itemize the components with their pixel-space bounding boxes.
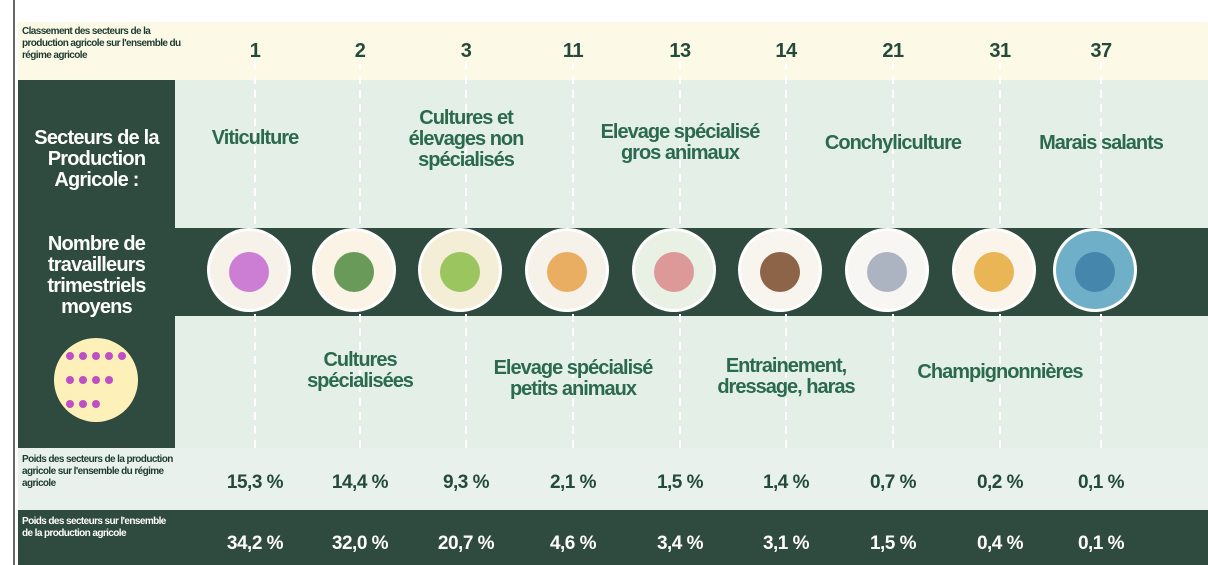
weight-regime: 2,1 % (523, 472, 623, 494)
infographic: Classement des secteurs de la production… (0, 0, 1208, 565)
sector-name: Viticulture (170, 128, 340, 149)
sector-name: Elevage spécialisé petits animaux (488, 358, 658, 400)
workers-label: Nombre de travailleurs trimestriels moye… (18, 234, 175, 318)
icon (974, 252, 1014, 292)
rank: 37 (1071, 40, 1131, 63)
weight-production: 20,7 % (416, 533, 516, 555)
weight-production: 1,5 % (843, 533, 943, 555)
sector-name: Entrainement, dressage, haras (701, 356, 871, 398)
icon (334, 252, 374, 292)
rank: 21 (863, 40, 923, 63)
weight-regime: 1,5 % (630, 472, 730, 494)
weight-regime: 1,4 % (736, 472, 836, 494)
rank: 11 (543, 40, 603, 63)
rank: 14 (756, 40, 816, 63)
weight-regime: 0,1 % (1051, 472, 1151, 494)
icon (229, 252, 269, 292)
rank: 31 (970, 40, 1030, 63)
weight-production: 3,1 % (736, 533, 836, 555)
icon (867, 252, 907, 292)
icon (440, 252, 480, 292)
weight-production-label: Poids des secteurs sur l'ensemble de la … (22, 516, 172, 540)
weight-regime-label: Poids des secteurs de la production agri… (22, 454, 182, 490)
sector-name: Cultures et élevages non spécialisés (381, 108, 551, 171)
icon (760, 252, 800, 292)
weight-production: 0,4 % (950, 533, 1050, 555)
icon (1075, 252, 1115, 292)
rank: 13 (650, 40, 710, 63)
sector-name: Marais salants (1016, 133, 1186, 154)
rank-label: Classement des secteurs de la production… (22, 26, 182, 62)
weight-production: 34,2 % (205, 533, 305, 555)
rank: 3 (436, 40, 496, 63)
sector-name: Cultures spécialisées (275, 350, 445, 392)
weight-production: 32,0 % (310, 533, 410, 555)
weight-production: 0,1 % (1051, 533, 1151, 555)
sector-name: Champignonnières (915, 362, 1085, 383)
sector-name: Conchyliculture (808, 133, 978, 154)
icon (547, 252, 587, 292)
weight-regime: 15,3 % (205, 472, 305, 494)
icon (654, 252, 694, 292)
weight-regime: 14,4 % (310, 472, 410, 494)
rank: 1 (225, 40, 285, 63)
weight-production: 3,4 % (630, 533, 730, 555)
sector-name: Elevage spécialisé gros animaux (595, 122, 765, 164)
weight-regime: 9,3 % (416, 472, 516, 494)
rank: 2 (330, 40, 390, 63)
weight-production: 4,6 % (523, 533, 623, 555)
sectors-label: Secteurs de la Production Agricole : (18, 128, 175, 191)
weight-regime: 0,7 % (843, 472, 943, 494)
weight-regime: 0,2 % (950, 472, 1050, 494)
